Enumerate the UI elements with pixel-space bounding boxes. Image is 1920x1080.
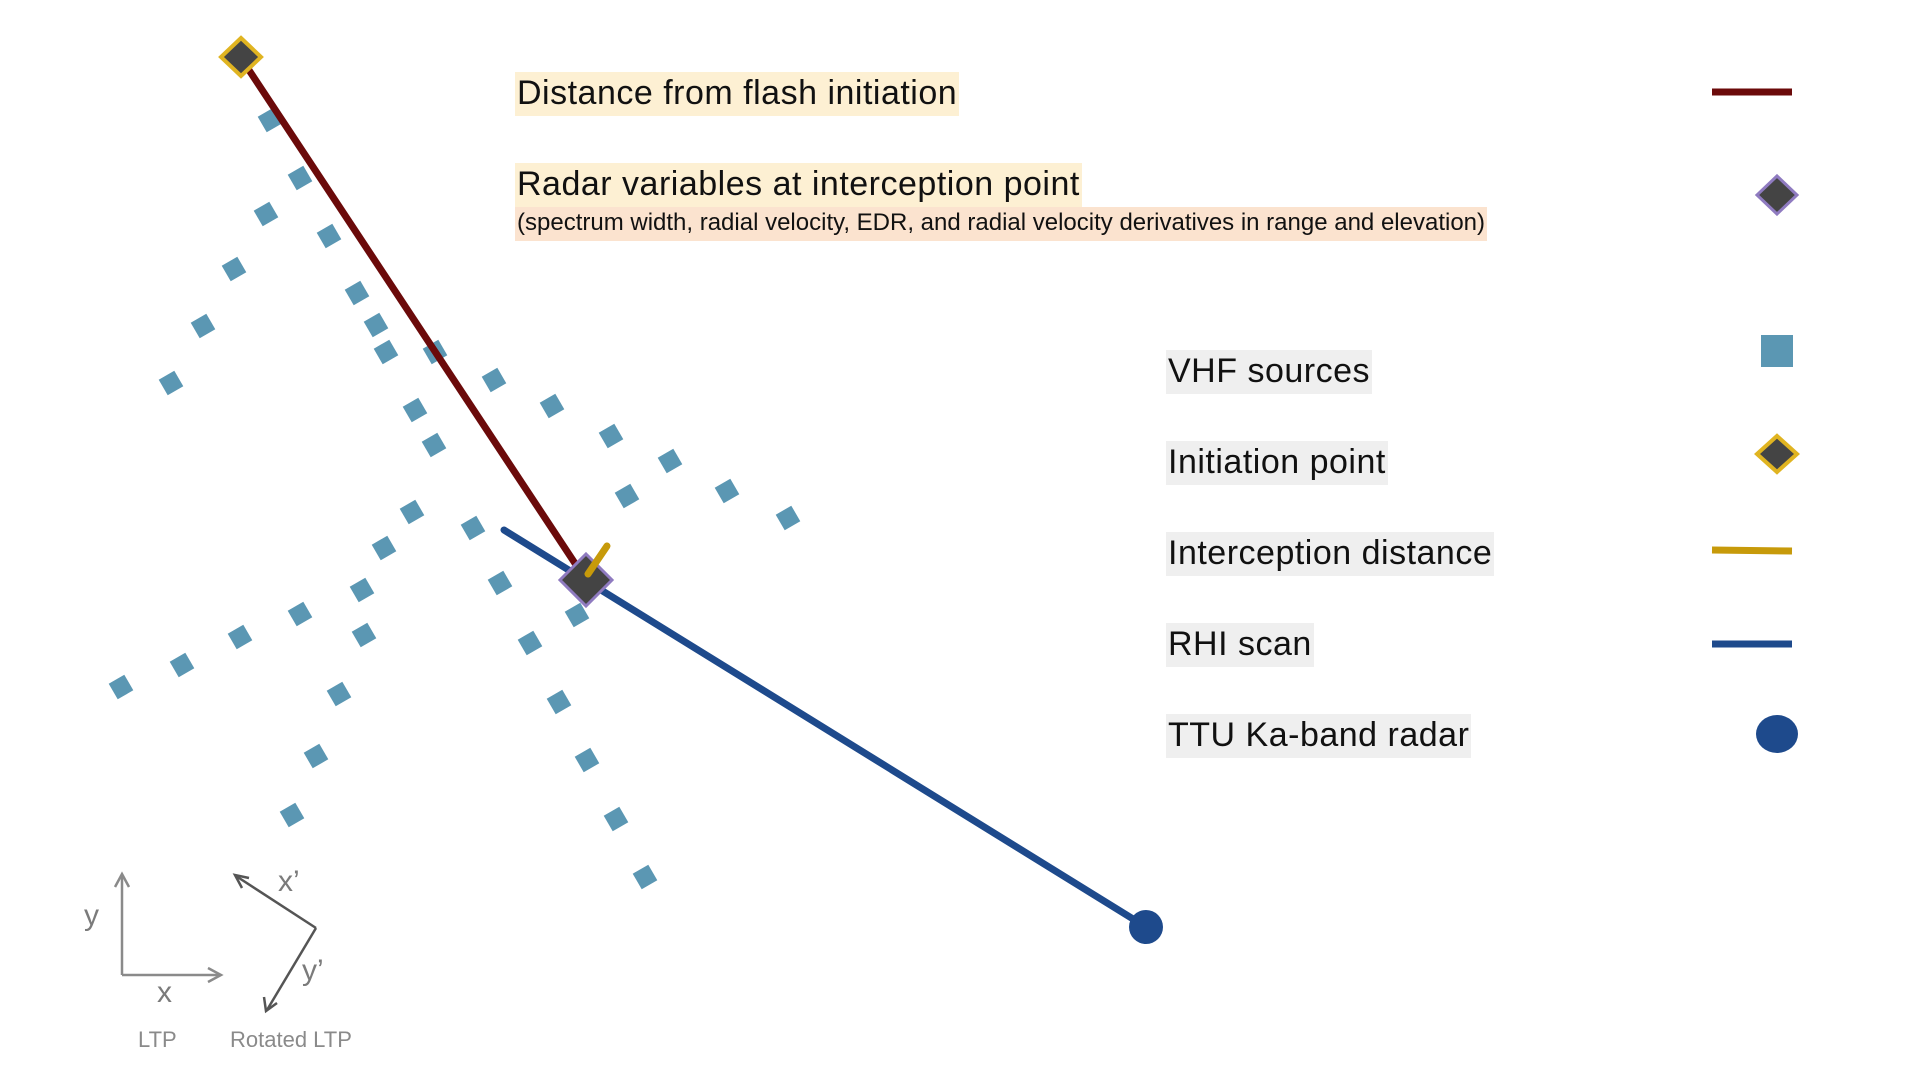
- vhf-source-square: [598, 423, 624, 449]
- interception-point-marker: [557, 551, 615, 609]
- legend-radar-vars-title: Radar variables at interception point: [515, 163, 1082, 207]
- vhf-source-square: [363, 312, 389, 338]
- radar-marker: [1129, 910, 1163, 944]
- vhf-source-square: [190, 313, 216, 339]
- legend-vhf-label: VHF sources: [1166, 350, 1372, 394]
- vhf-source-square: [460, 515, 486, 541]
- legend-radar-label: TTU Ka-band radar: [1166, 714, 1472, 758]
- vhf-source-square: [303, 743, 329, 769]
- vhf-source-square: [169, 652, 195, 678]
- vhf-source-square: [371, 535, 397, 561]
- vhf-source-square: [539, 393, 565, 419]
- ltp-axes: [113, 871, 224, 984]
- vhf-source-square: [546, 689, 572, 715]
- vhf-source-square: [632, 864, 658, 890]
- vhf-source-square: [349, 577, 375, 603]
- interception-distance-line: [584, 542, 611, 578]
- distance-line: [238, 56, 589, 582]
- ltp-caption: LTP: [138, 1027, 177, 1052]
- vhf-sources-group: [108, 107, 801, 890]
- vhf-source-square: [603, 806, 629, 832]
- vhf-source-square: [221, 256, 247, 282]
- rotated-ltp-axes: [232, 873, 318, 1014]
- rotated-y-label: y’: [302, 954, 324, 987]
- vhf-source-square: [253, 201, 279, 227]
- vhf-source-square: [287, 601, 313, 627]
- legend-interception-line-icon: [1711, 546, 1793, 555]
- legend-distance-label: Distance from flash initiation: [515, 72, 960, 116]
- vhf-source-square: [564, 602, 590, 628]
- legend-vhf-square-icon: [1761, 335, 1793, 367]
- vhf-source-square: [614, 483, 640, 509]
- vhf-source-square: [402, 397, 428, 423]
- rotated-x-label: x’: [278, 865, 300, 898]
- vhf-source-square: [487, 570, 513, 596]
- vhf-source-square: [158, 370, 184, 396]
- vhf-source-square: [287, 165, 313, 191]
- vhf-source-square: [574, 747, 600, 773]
- vhf-source-square: [279, 802, 305, 828]
- legend-interception-label: Interception distance: [1166, 532, 1495, 576]
- vhf-source-square: [351, 622, 377, 648]
- vhf-source-square: [108, 674, 134, 700]
- vhf-source-square: [344, 280, 370, 306]
- initiation-point-marker: [218, 35, 264, 79]
- vhf-source-square: [421, 432, 447, 458]
- rotated-caption: Rotated LTP: [230, 1027, 352, 1052]
- vhf-source-square: [326, 681, 352, 707]
- vhf-source-square: [517, 630, 543, 656]
- rhi-scan-line: [500, 526, 1150, 931]
- ltp-x-label: x: [157, 976, 172, 1009]
- legend-radar-vars-subtitle: (spectrum width, radial velocity, EDR, a…: [515, 207, 1488, 241]
- ltp-y-label: y: [84, 899, 99, 932]
- legend-radar-circle-icon: [1756, 715, 1798, 753]
- vhf-source-square: [373, 339, 399, 365]
- vhf-source-square: [399, 499, 425, 525]
- vhf-source-square: [481, 367, 507, 393]
- vhf-source-square: [714, 478, 740, 504]
- vhf-source-square: [227, 624, 253, 650]
- legend-radar-vars-diamond-icon: [1754, 173, 1800, 217]
- legend-rhi-label: RHI scan: [1166, 623, 1314, 667]
- legend-initiation-label: Initiation point: [1166, 441, 1388, 485]
- vhf-source-square: [775, 505, 801, 531]
- legend-initiation-diamond-icon: [1754, 433, 1800, 475]
- vhf-source-square: [657, 448, 683, 474]
- vhf-source-square: [316, 223, 342, 249]
